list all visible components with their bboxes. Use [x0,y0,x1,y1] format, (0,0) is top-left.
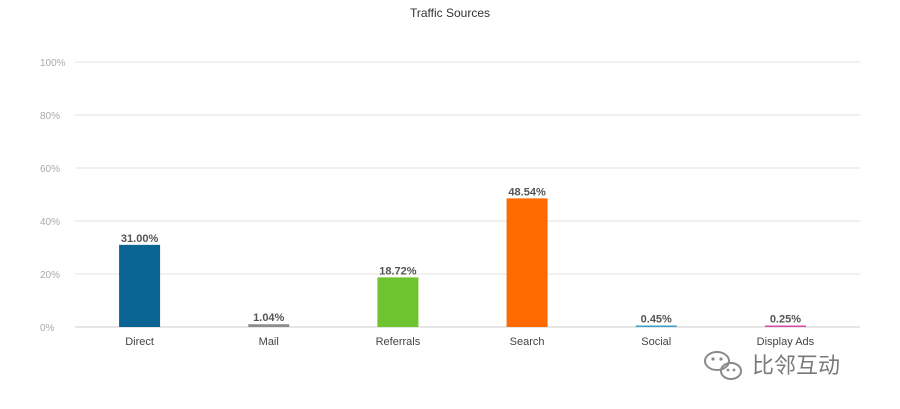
bar-display-ads [764,325,806,327]
y-tick-label: 20% [40,270,60,281]
bars [119,198,806,327]
data-label: 48.54% [508,186,546,198]
x-tick-label: Social [641,336,671,348]
watermark-text: 比邻互动 [752,354,840,379]
x-tick-label: Referrals [376,336,421,348]
data-label: 1.04% [253,312,284,324]
x-tick-label: Display Ads [757,336,815,348]
bar-mail [248,324,290,327]
bar-direct [119,244,161,327]
y-tick-label: 60% [40,164,60,175]
data-label: 0.25% [770,314,801,326]
y-tick-label: 0% [40,323,55,334]
wechat-icon [704,351,742,380]
y-tick-label: 80% [40,111,60,122]
data-label: 0.45% [641,314,672,326]
x-tick-label: Mail [259,336,279,348]
x-axis-ticks: Direct Mail Referrals Search Social Display A… [125,336,814,348]
data-label: 18.72% [379,265,417,277]
y-tick-label: 100% [40,58,66,69]
chart-title: Traffic Sources [410,6,490,20]
watermark-logo: 比邻互动 [704,351,840,380]
x-tick-label: Direct [125,336,154,348]
bar-search [506,198,548,327]
bar-referrals [377,277,419,327]
data-label: 31.00% [121,233,159,245]
data-labels: 31.00% 1.04% 18.72% 48.54% 0.45% 0.25% [121,186,801,325]
x-tick-label: Search [510,336,545,348]
gridlines: 0% 20% 40% 60% 80% 100% [40,58,860,334]
y-tick-label: 40% [40,217,60,228]
bar-social [635,325,677,327]
